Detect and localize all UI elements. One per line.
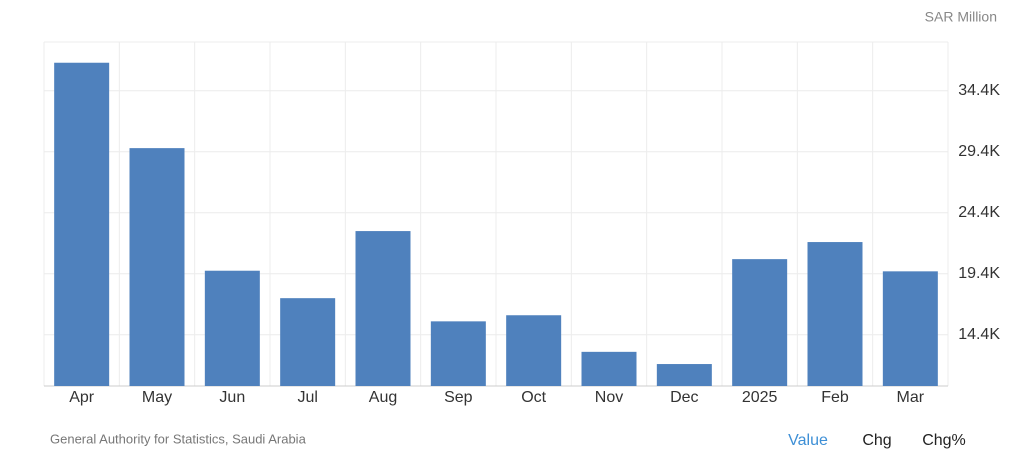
bar — [355, 231, 411, 386]
bar — [807, 242, 863, 386]
y-axis-unit: SAR Million — [925, 9, 997, 25]
x-tick-label: Jul — [297, 389, 317, 406]
y-tick-label: 29.4K — [958, 143, 1000, 160]
control-button[interactable]: Chg% — [922, 432, 966, 449]
bar — [506, 315, 562, 386]
x-tick-label: May — [142, 389, 172, 406]
source: General Authority for Statistics, Saudi … — [50, 431, 307, 446]
x-tick-label: Sep — [444, 389, 473, 406]
x-tick-label: Dec — [670, 389, 698, 406]
control-button[interactable]: Chg — [862, 432, 891, 449]
bar — [656, 364, 712, 386]
x-tick-label: Oct — [521, 389, 546, 406]
x-tick-label: Feb — [821, 389, 849, 406]
control-button[interactable]: Value — [788, 432, 828, 449]
x-tick-label: Aug — [369, 389, 397, 406]
bar — [129, 148, 185, 386]
y-tick-label: 24.4K — [958, 204, 1000, 221]
y-tick-label: 19.4K — [958, 265, 1000, 282]
x-tick-label: Apr — [69, 389, 95, 406]
y-tick-label: 14.4K — [958, 326, 1000, 343]
bar — [732, 259, 788, 386]
bar — [280, 298, 336, 386]
x-tick-label: Nov — [595, 389, 623, 406]
bar — [54, 62, 110, 387]
bar — [204, 270, 260, 386]
bar — [882, 271, 938, 386]
x-tick-label: Jun — [219, 389, 245, 406]
bar — [581, 351, 637, 386]
bar — [430, 321, 486, 386]
x-tick-label: 2025 — [742, 389, 778, 406]
x-tick-label: Mar — [897, 389, 925, 406]
y-tick-label: 34.4K — [958, 82, 1000, 99]
